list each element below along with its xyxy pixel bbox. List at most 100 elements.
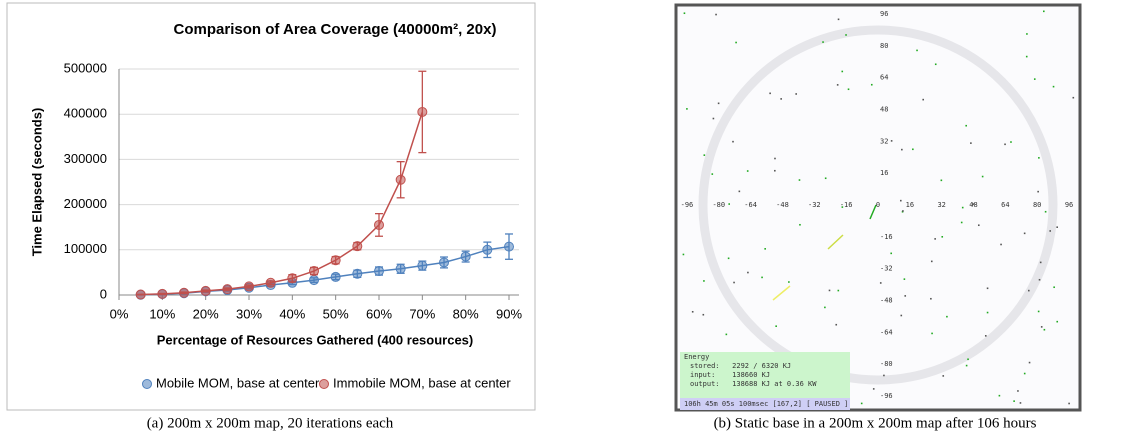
marker xyxy=(310,267,319,276)
marker xyxy=(353,269,362,278)
resource-dot xyxy=(1053,86,1055,88)
resource-dot xyxy=(726,334,728,336)
resource-dot xyxy=(799,224,801,226)
y-tick-label: 100000 xyxy=(64,241,107,256)
map-x-label: 96 xyxy=(1065,201,1073,209)
resource-dot xyxy=(686,108,688,110)
resource-dot xyxy=(692,311,694,313)
resource-dot xyxy=(891,140,893,142)
resource-dot xyxy=(1020,402,1022,404)
resource-dot xyxy=(861,403,863,405)
resource-dot xyxy=(822,41,824,43)
x-tick-label: 60% xyxy=(366,306,392,321)
resource-dot xyxy=(973,203,975,205)
x-tick-label: 90% xyxy=(496,306,522,321)
resource-dot xyxy=(978,224,980,226)
x-axis-title: Percentage of Resources Gathered (400 re… xyxy=(157,332,473,347)
resource-dot xyxy=(922,99,924,101)
resource-dot xyxy=(775,325,777,327)
resource-dot xyxy=(704,154,706,156)
marker xyxy=(353,242,362,251)
map-x-label: -32 xyxy=(808,201,821,209)
marker xyxy=(266,278,275,287)
marker xyxy=(180,288,189,297)
y-tick-label: 500000 xyxy=(64,60,107,75)
resource-dot xyxy=(733,282,735,284)
marker xyxy=(375,220,384,229)
resource-dot xyxy=(774,170,776,172)
energy-line: output: 138688 KJ at 0.36 KW xyxy=(690,380,817,388)
x-tick-label: 20% xyxy=(193,306,219,321)
resource-dot xyxy=(985,335,987,337)
resource-dot xyxy=(902,210,904,212)
map-x-label: 32 xyxy=(937,201,945,209)
resource-dot xyxy=(1044,329,1046,331)
resource-dot xyxy=(1017,390,1019,392)
status-text: 106h 45m 05s 100msec [167,2] [ PAUSED ] xyxy=(684,400,848,408)
x-tick-label: 40% xyxy=(279,306,305,321)
resource-dot xyxy=(788,281,790,283)
energy-line: stored: 2292 / 6320 KJ xyxy=(690,362,791,370)
marker xyxy=(418,107,427,116)
map-y-label: -32 xyxy=(880,265,893,273)
map-y-label: -48 xyxy=(880,297,893,305)
resource-dot xyxy=(764,248,766,250)
legend-marker xyxy=(143,380,152,389)
resource-dot xyxy=(987,287,989,289)
x-tick-label: 0% xyxy=(110,306,129,321)
map-y-label: -64 xyxy=(880,328,893,336)
map-y-label: -16 xyxy=(880,233,893,241)
caption: (a) 200m x 200m map, 20 iterations each xyxy=(147,415,394,431)
resource-dot xyxy=(1037,191,1039,193)
resource-dot xyxy=(931,261,933,263)
resource-dot xyxy=(703,314,705,316)
y-tick-label: 400000 xyxy=(64,106,107,121)
resource-dot xyxy=(841,71,843,73)
resource-dot xyxy=(835,324,837,326)
resource-dot xyxy=(824,307,826,309)
map-y-label: 96 xyxy=(880,10,888,18)
resource-dot xyxy=(845,34,847,36)
resource-dot xyxy=(1049,230,1051,232)
marker xyxy=(288,274,297,283)
resource-dot xyxy=(1056,321,1058,323)
resource-dot xyxy=(774,158,776,160)
map-y-label: 32 xyxy=(880,137,888,145)
map-y-label: 64 xyxy=(880,74,888,82)
resource-dot xyxy=(900,315,902,317)
marker xyxy=(418,261,427,270)
resource-dot xyxy=(880,282,882,284)
marker xyxy=(505,242,514,251)
chart-title: Comparison of Area Coverage (40000m², 20… xyxy=(174,21,497,38)
map-x-label: 64 xyxy=(1001,201,1009,209)
map-x-label: -64 xyxy=(744,201,757,209)
resource-dot xyxy=(780,98,782,100)
resource-dot xyxy=(1029,362,1031,364)
resource-dot xyxy=(825,177,827,179)
marker xyxy=(396,264,405,273)
map-x-label: 16 xyxy=(906,201,914,209)
marker xyxy=(201,286,210,295)
marker xyxy=(223,285,232,294)
resource-dot xyxy=(1053,286,1055,288)
marker xyxy=(310,276,319,285)
resource-dot xyxy=(829,290,831,292)
resource-dot xyxy=(747,272,749,274)
resource-dot xyxy=(1013,400,1015,402)
resource-dot xyxy=(941,236,943,238)
resource-dot xyxy=(735,42,737,44)
resource-dot xyxy=(1028,290,1030,292)
resource-dot xyxy=(966,365,968,367)
legend-label: Mobile MOM, base at center xyxy=(156,375,320,390)
resource-dot xyxy=(999,395,1001,397)
resource-dot xyxy=(848,88,850,90)
resource-dot xyxy=(711,173,713,175)
resource-dot xyxy=(1024,233,1026,235)
resource-dot xyxy=(962,207,964,209)
resource-dot xyxy=(1034,78,1036,80)
energy-line: input: 138660 KJ xyxy=(690,371,770,379)
resource-dot xyxy=(930,298,932,300)
resource-dot xyxy=(1038,311,1040,313)
resource-dot xyxy=(838,290,840,292)
resource-dot xyxy=(1073,97,1075,99)
